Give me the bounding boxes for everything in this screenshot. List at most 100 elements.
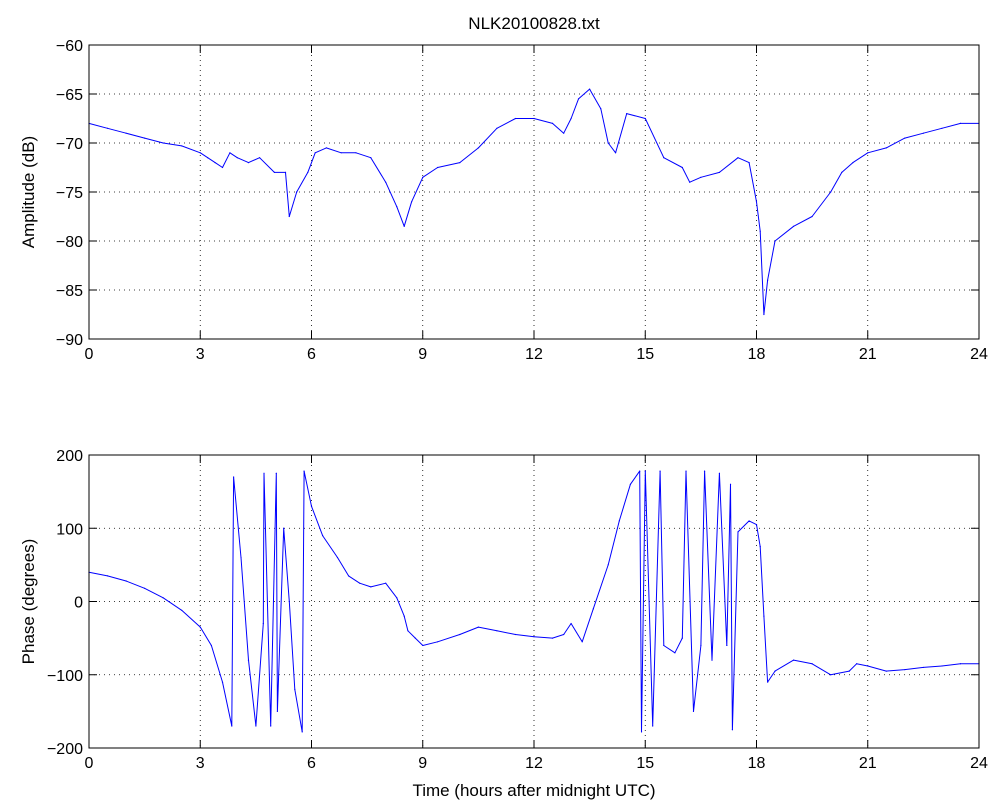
amplitude-data-point [214,162,216,164]
phase-x-axis-label: Time (hours after midnight UTC) [412,781,655,800]
phase-data-point [767,681,769,683]
amplitude-data-point [841,171,843,173]
phase-data-point [885,670,887,672]
amplitude-data-point [755,201,758,203]
amplitude-data-point [403,225,405,227]
amplitude-panel: 0 3 6 9 12 15 18 21 24 −60 −65 −70 −75 −80 −85 −90 NLK20… [19,14,988,363]
phase-data-point [144,587,146,589]
phase-data-point [514,633,517,636]
phase-data-point [422,644,424,647]
amplitude-data-point [496,127,498,129]
phase-data-point [644,470,646,472]
amplitude-data-point [307,171,309,173]
amplitude-data-point [663,157,665,159]
amplitude-y-tick-label: −70 [56,136,83,153]
amplitude-data-point [370,157,372,159]
phase-data-point [792,659,795,661]
amplitude-x-tick-label: 9 [418,346,427,363]
phase-data-point [581,641,583,643]
phase-data-point [737,531,739,533]
amplitude-data-point [296,191,298,193]
phase-data-point [231,725,233,727]
phase-y-tick-label: 200 [56,448,83,465]
amplitude-y-tick-label: −85 [56,283,83,300]
phase-data-point [310,505,313,507]
amplitude-y-tick-label: −60 [56,38,83,55]
amplitude-data-point [411,201,413,203]
amplitude-data-point [614,152,617,154]
amplitude-y-tick-label: −75 [56,185,83,202]
amplitude-data-point [385,181,387,183]
amplitude-data-point [904,137,906,139]
phase-data-point [403,615,405,617]
amplitude-data-point [607,142,609,144]
amplitude-data-point [436,166,439,169]
phase-data-point [125,580,127,582]
amplitude-data-point [830,191,832,193]
phase-x-tick-label: 9 [418,755,427,772]
amplitude-y-tick-label: −80 [56,234,83,251]
amplitude-data-point [533,117,535,120]
amplitude-data-point [644,117,646,120]
amplitude-axes-frame [88,44,980,340]
amplitude-data-point [767,279,769,281]
phase-data-point [414,637,416,639]
phase-data-point [477,626,479,628]
amplitude-data-point [551,122,554,124]
amplitude-data-point [355,152,357,154]
amplitude-data-point [247,162,250,164]
amplitude-data-point [737,157,739,159]
phase-data-point [459,633,461,636]
amplitude-data-point [885,147,887,149]
amplitude-data-point [600,108,602,110]
phase-data-point [533,636,535,638]
phase-data-point [210,644,212,647]
amplitude-data-point [144,137,146,139]
phase-x-tick-label: 6 [307,755,316,772]
amplitude-data-point [811,215,813,218]
amplitude-data-point [589,88,591,90]
phase-data-point [359,582,361,584]
amplitude-data-point [700,176,702,178]
amplitude-x-tick-label: 24 [970,346,988,363]
phase-data-point [370,586,372,588]
amplitude-x-tick-label: 0 [85,346,94,363]
phase-y-tick-label: 100 [56,521,83,538]
phase-data-point [663,644,665,647]
amplitude-data-point [626,113,628,115]
phase-data-point [941,665,943,667]
phase-data-point [162,597,164,599]
amplitude-data-point [922,132,924,134]
amplitude-data-point [221,166,224,169]
amplitude-data-point [422,176,424,178]
amplitude-data-point [852,162,854,164]
phase-data-point [199,626,201,628]
phase-data-point [729,483,732,485]
phase-data-point [659,470,661,472]
phase-data-point [629,483,632,485]
phase-data-point [726,644,728,647]
phase-data-point [607,564,609,566]
phase-axes-frame [88,454,980,749]
amplitude-x-tick-label: 12 [525,346,543,363]
phase-data-point [830,674,832,676]
amplitude-data-point [181,145,183,147]
phase-data-point [303,470,305,472]
phase-data-point [288,600,290,603]
phase-data-point [652,725,654,727]
phase-data-point [592,608,594,610]
phase-data-point [347,575,350,577]
phase-data-point [774,670,776,672]
amplitude-data-point [570,117,572,120]
amplitude-data-point [577,98,580,100]
amplitude-data-point [959,122,962,124]
amplitude-data-point [314,152,316,154]
phase-data-point [247,659,250,661]
phase-data-point [703,470,706,472]
phase-data-point [233,476,235,478]
phase-x-tick-label: 12 [525,755,543,772]
phase-data-point [763,615,765,617]
phase-panel: 0 3 6 9 12 15 18 21 24 200 100 0 −100 −200 Time (hours… [19,448,988,800]
phase-data-point [755,523,758,526]
amplitude-data-point [681,166,683,169]
